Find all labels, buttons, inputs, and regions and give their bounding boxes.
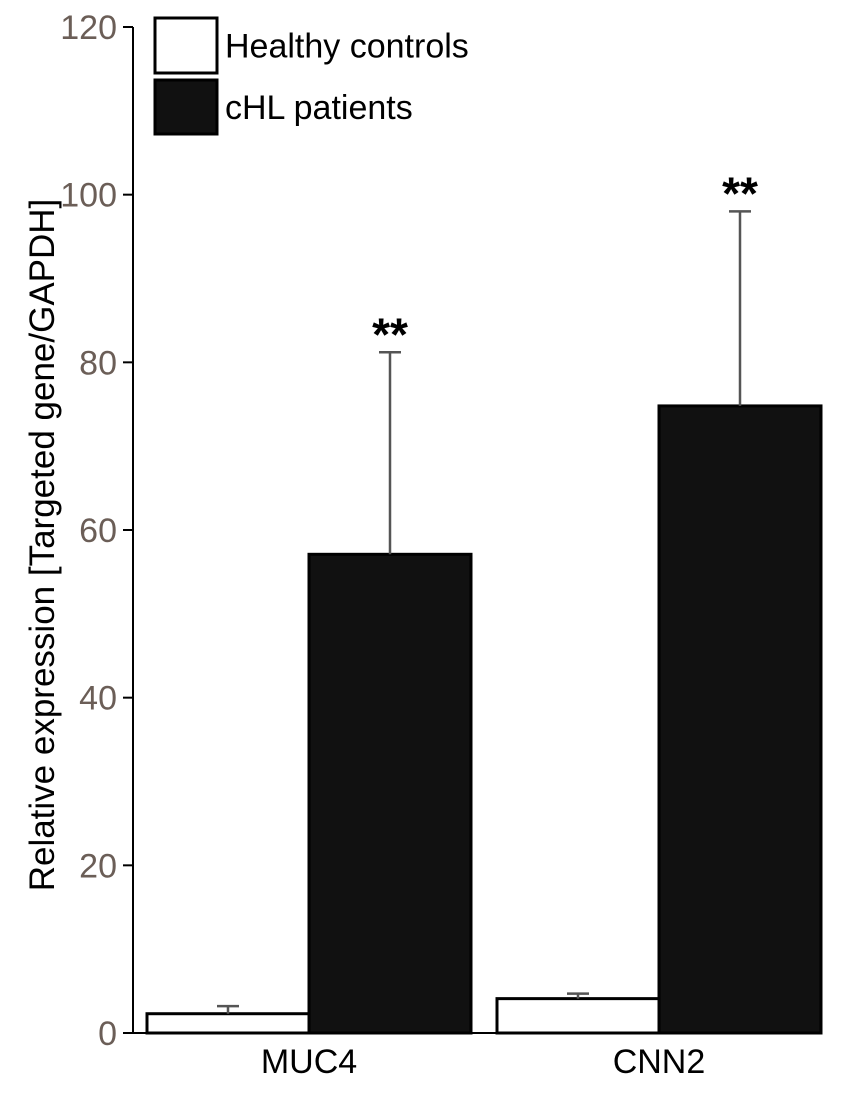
- y-tick-label: 40: [79, 680, 117, 718]
- significance-annotation: **: [372, 308, 408, 360]
- y-tick-label: 120: [60, 9, 117, 47]
- bar-chl-patients-muc4: [307, 552, 473, 1035]
- y-tick-label: 20: [79, 847, 117, 885]
- legend-swatch: [153, 78, 219, 136]
- y-tick-label: 100: [60, 177, 117, 215]
- x-tick-label: MUC4: [261, 1043, 357, 1081]
- bar-healthy-controls-muc4: [145, 1012, 311, 1035]
- y-tick-label: 0: [98, 1015, 117, 1053]
- y-axis-label: Relative expression [Targeted gene/GAPDH…: [23, 199, 62, 892]
- legend-label: cHL patients: [225, 89, 413, 127]
- y-tick-label: 60: [79, 512, 117, 550]
- x-tick-label: CNN2: [613, 1043, 706, 1081]
- significance-annotation: **: [722, 167, 758, 219]
- bar-chl-patients-cnn2: [657, 404, 823, 1035]
- legend-label: Healthy controls: [225, 28, 469, 66]
- y-tick-label: 80: [79, 344, 117, 382]
- legend-swatch: [153, 16, 219, 75]
- bar-healthy-controls-cnn2: [495, 997, 661, 1035]
